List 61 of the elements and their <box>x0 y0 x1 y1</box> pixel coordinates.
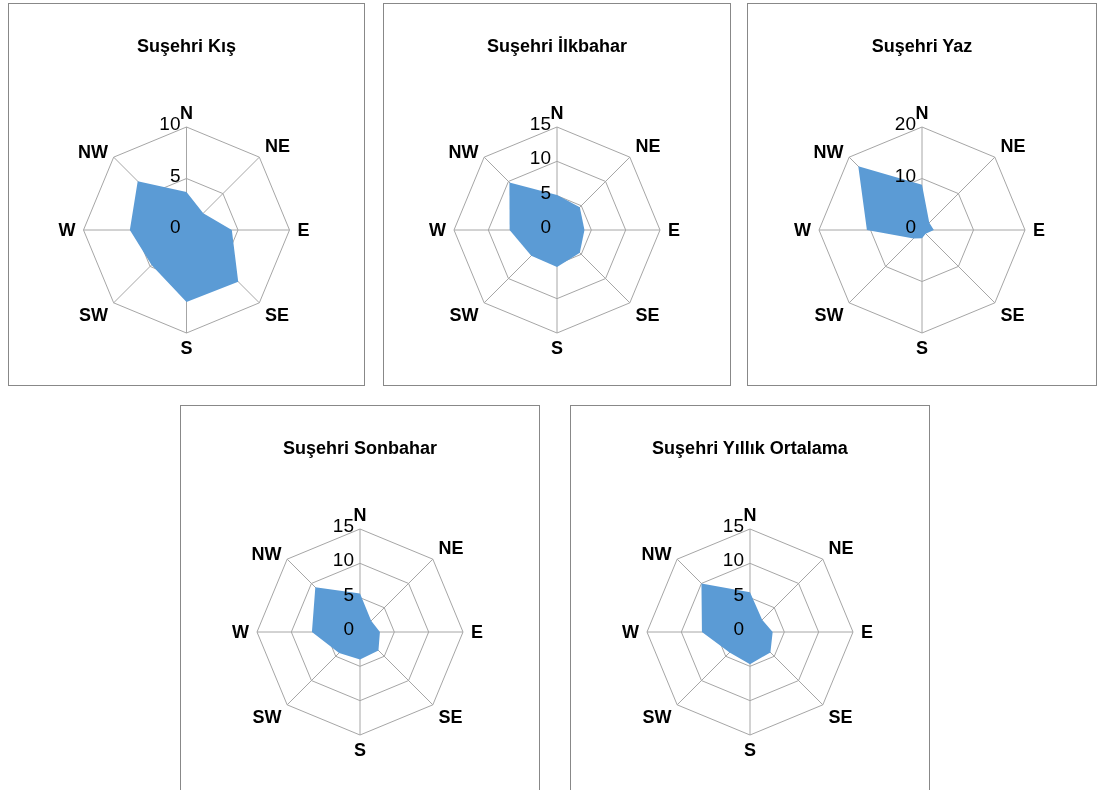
y-tick-label: 10 <box>159 113 181 135</box>
y-tick-label: 10 <box>529 147 551 169</box>
spoke-label: N <box>743 505 757 525</box>
spoke-label: S <box>180 337 193 358</box>
y-tick-label: 15 <box>529 113 551 135</box>
spoke-label: SE <box>438 707 463 728</box>
chart-title: Suşehri Sonbahar <box>281 438 438 459</box>
spoke-label: NE <box>828 537 854 558</box>
y-tick-label: 10 <box>722 549 744 571</box>
spoke-label: W <box>429 220 446 241</box>
spoke-label: NW <box>448 141 479 162</box>
spoke-label: E <box>668 220 681 241</box>
spoke-label: NW <box>251 543 282 564</box>
spoke-label: W <box>232 622 249 643</box>
spoke-label: N <box>550 103 564 123</box>
spoke-label: S <box>743 739 757 760</box>
spoke-label: SW <box>449 305 479 326</box>
y-tick-label: 0 <box>540 216 551 238</box>
y-tick-label: 5 <box>733 583 744 605</box>
spoke-label: W <box>622 622 639 643</box>
spoke-label: S <box>915 337 929 358</box>
spoke-label: NW <box>78 141 109 162</box>
spoke-label: E <box>297 220 310 241</box>
spoke-label: W <box>794 220 811 241</box>
spoke-label: NW <box>641 543 672 564</box>
spoke-label: SE <box>1000 305 1025 326</box>
spoke-label: SE <box>264 305 289 326</box>
chart-title: Suşehri Yaz <box>870 36 974 57</box>
spoke-label: NW <box>813 141 844 162</box>
y-tick-label: 15 <box>722 515 744 537</box>
spoke-label: E <box>861 622 874 643</box>
spoke-label: NE <box>264 135 290 156</box>
chart-title: Suşehri Kış <box>135 36 237 57</box>
spoke-label: SW <box>642 707 672 728</box>
spoke-label: SW <box>252 707 282 728</box>
chart-title: Suşehri İlkbahar <box>485 36 629 57</box>
y-tick-label: 0 <box>905 216 916 238</box>
y-tick-label: 0 <box>343 618 354 640</box>
spoke-label: W <box>58 220 76 241</box>
spoke-label: E <box>471 622 484 643</box>
chart-title: Suşehri Yıllık Ortalama <box>651 438 849 459</box>
y-tick-label: 15 <box>332 515 354 537</box>
spoke-label: NE <box>635 135 661 156</box>
y-tick-label: 0 <box>733 618 744 640</box>
spoke-label: N <box>180 103 193 123</box>
spoke-label: E <box>1033 220 1046 241</box>
spoke-label: NE <box>1000 135 1026 156</box>
spoke-label: S <box>353 739 367 760</box>
y-tick-label: 0 <box>169 216 181 238</box>
spoke-label: NE <box>438 537 464 558</box>
y-tick-label: 10 <box>894 164 916 186</box>
y-tick-label: 10 <box>332 549 354 571</box>
y-tick-label: 5 <box>169 164 181 186</box>
spoke-label: N <box>915 103 929 123</box>
spoke-label: S <box>550 337 564 358</box>
spoke-label: SE <box>635 305 660 326</box>
spoke-label: SW <box>79 305 109 326</box>
spoke-label: SW <box>814 305 844 326</box>
spoke-label: SE <box>828 707 853 728</box>
spoke-label: N <box>353 505 367 525</box>
y-tick-label: 20 <box>894 113 916 135</box>
